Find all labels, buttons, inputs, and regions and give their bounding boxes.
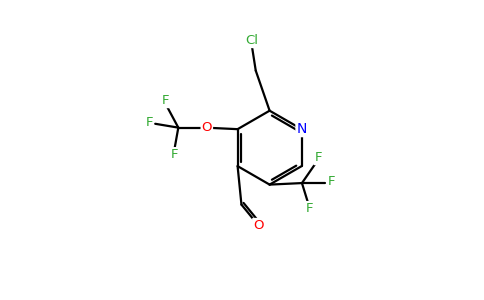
Text: F: F [162, 94, 169, 107]
Text: F: F [328, 175, 335, 188]
Text: N: N [296, 122, 307, 136]
Text: F: F [315, 151, 322, 164]
Text: F: F [306, 202, 314, 215]
Text: F: F [145, 116, 153, 129]
Text: Cl: Cl [245, 34, 258, 47]
Text: O: O [253, 219, 264, 232]
Text: O: O [201, 121, 212, 134]
Text: F: F [171, 148, 178, 161]
